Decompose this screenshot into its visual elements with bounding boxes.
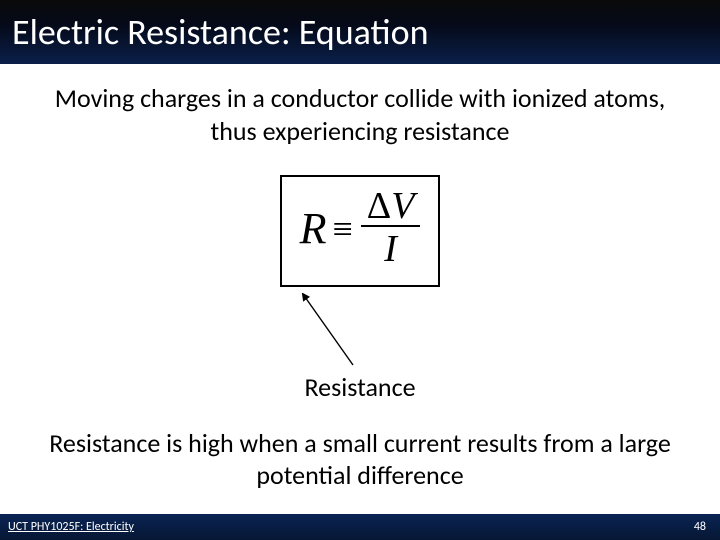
arrow-line: [305, 297, 353, 365]
title-bar: Electric Resistance: Equation: [0, 0, 720, 64]
equation-box: R ≡ ΔV I: [280, 175, 441, 287]
paragraph-top: Moving charges in a conductor collide wi…: [0, 82, 720, 147]
arrow-label: Resistance: [0, 371, 720, 403]
equation-denominator: I: [361, 225, 421, 271]
equation-numerator: ΔV: [361, 187, 421, 225]
footer-page-number: 48: [694, 520, 706, 534]
arrow-icon: [293, 293, 383, 371]
footer-course: UCT PHY1025F: Electricity: [8, 520, 134, 534]
equation-lhs: R: [300, 203, 327, 254]
arrow-label-group: Resistance: [0, 293, 720, 403]
paragraph-bottom: Resistance is high when a small current …: [0, 427, 720, 492]
footer-bar: UCT PHY1025F: Electricity 48: [0, 514, 720, 540]
equation-relation: ≡: [332, 208, 352, 250]
equation-fraction: ΔV I: [361, 187, 421, 271]
equation-container: R ≡ ΔV I: [0, 175, 720, 287]
slide-title: Electric Resistance: Equation: [12, 10, 428, 54]
